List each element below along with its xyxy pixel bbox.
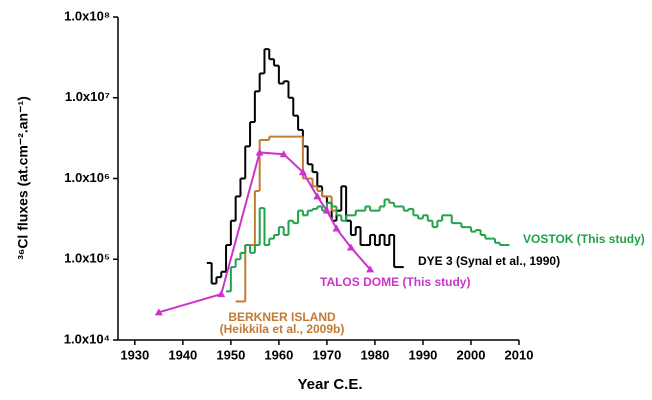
series-line	[158, 151, 371, 314]
x-tick-label: 1930	[120, 347, 149, 362]
triangle-marker	[322, 206, 331, 214]
series-label: VOSTOK (This study)	[523, 232, 645, 246]
triangle-marker	[332, 224, 341, 232]
triangle-marker	[366, 265, 375, 273]
series-label: TALOS DOME (This study)	[320, 275, 470, 289]
y-tick-label: 1.0x10⁵	[64, 251, 110, 266]
x-tick-label: 1960	[264, 347, 293, 362]
x-tick-label: 1940	[168, 347, 197, 362]
x-tick-label: 2010	[505, 347, 534, 362]
series-label: DYE 3 (Synal et al., 1990)	[418, 254, 560, 268]
y-tick-label: 1.0x10⁸	[64, 8, 110, 23]
y-axis-title: ³⁶Cl fluxes (at.cm⁻².an⁻¹)	[15, 96, 31, 260]
x-tick-label: 1970	[312, 347, 341, 362]
x-tick-label: 2000	[457, 347, 486, 362]
triangle-marker	[217, 290, 226, 298]
triangle-marker	[154, 308, 163, 316]
y-tick-label: 1.0x10⁶	[64, 170, 110, 185]
x-axis-title: Year C.E.	[297, 376, 362, 393]
y-tick-label: 1.0x10⁷	[65, 89, 110, 104]
x-tick-label: 1980	[360, 347, 389, 362]
x-tick-label: 1990	[408, 347, 437, 362]
triangle-marker	[346, 243, 355, 251]
triangle-marker	[298, 168, 307, 176]
series-label: BERKNER ISLAND	[228, 310, 336, 324]
triangle-marker	[255, 148, 264, 156]
series-source: (Heikkila et al., 2009b)	[220, 322, 345, 336]
x-tick-label: 1950	[216, 347, 245, 362]
triangle-marker	[279, 150, 288, 158]
triangle-marker	[313, 192, 322, 200]
y-tick-label: 1.0x10⁴	[64, 331, 110, 346]
